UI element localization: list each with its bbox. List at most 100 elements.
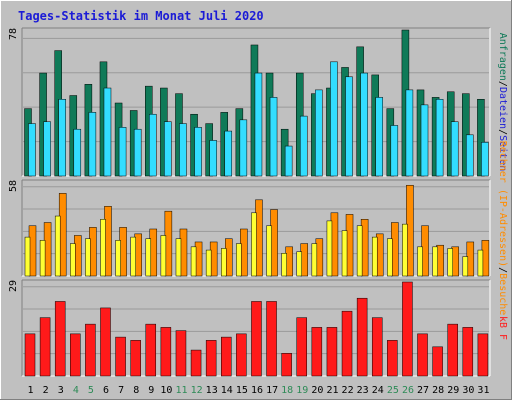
x-tick-label: 2 xyxy=(43,385,49,396)
bar-kbf xyxy=(402,281,413,377)
bar-dateien xyxy=(420,104,429,177)
bar-dateien xyxy=(88,112,97,177)
bar-dateien xyxy=(164,121,172,177)
bar-dateien xyxy=(239,119,248,177)
panel-1: 78 Anfragen/Dateien/Seiten xyxy=(8,27,508,177)
bar-besuche xyxy=(462,256,469,277)
bar-dateien xyxy=(330,61,338,177)
bar-dateien xyxy=(224,130,233,177)
x-tick-label: 5 xyxy=(88,385,94,396)
bar-besuche xyxy=(100,219,106,277)
chart-title: Tages-Statistik im Monat Juli 2020 xyxy=(18,9,264,23)
bar-besuche xyxy=(417,246,423,277)
x-tick-label: 20 xyxy=(311,385,323,396)
bar-dateien xyxy=(133,128,142,177)
panel-2-ymax-label: 58 xyxy=(8,180,19,192)
legend-label-part: Rechner (IP-Adressen) xyxy=(497,141,508,267)
legend-label-part: / xyxy=(497,129,508,135)
bar-kbf xyxy=(115,336,126,377)
bar-kbf xyxy=(145,323,157,377)
bar-kbf xyxy=(341,310,353,377)
bar-besuche xyxy=(371,236,378,277)
bar-dateien xyxy=(28,123,36,177)
bar-besuche xyxy=(447,248,453,277)
x-tick-label: 22 xyxy=(342,385,354,396)
x-tick-label: 26 xyxy=(402,385,414,396)
x-tick-label: 6 xyxy=(103,385,109,396)
bar-kbf xyxy=(281,353,292,377)
x-tick-label: 9 xyxy=(148,385,154,396)
bar-dateien xyxy=(345,76,353,177)
x-tick-label: 8 xyxy=(133,385,139,396)
bar-dateien xyxy=(179,123,187,177)
bar-kbf xyxy=(54,301,66,377)
bar-dateien xyxy=(284,145,293,177)
bar-kbf xyxy=(130,340,141,377)
bar-dateien xyxy=(405,89,414,177)
x-tick-label: 3 xyxy=(58,385,64,396)
x-tick-label: 1 xyxy=(28,385,34,396)
x-tick-label: 4 xyxy=(73,385,79,396)
bar-dateien xyxy=(450,121,459,177)
bar-kbf xyxy=(432,346,443,377)
x-tick-label: 19 xyxy=(296,385,308,396)
bar-dateien xyxy=(209,140,217,177)
legend-label-part: / xyxy=(497,81,508,87)
panel-1-ymax-label: 78 xyxy=(8,28,19,40)
x-tick-label: 18 xyxy=(281,385,293,396)
bar-besuche xyxy=(39,240,46,277)
bar-kbf xyxy=(175,330,187,377)
bar-besuche xyxy=(160,235,167,277)
bar-kbf xyxy=(85,323,96,377)
bar-besuche xyxy=(402,223,408,277)
bar-besuche xyxy=(54,215,61,277)
bar-dateien xyxy=(58,99,66,177)
bar-kbf xyxy=(477,333,489,377)
x-tick-label: 29 xyxy=(447,385,459,396)
bar-besuche xyxy=(387,238,393,277)
bar-kbf xyxy=(462,327,474,377)
x-tick-label: 25 xyxy=(387,385,399,396)
bar-besuche xyxy=(175,238,182,277)
x-tick-label: 27 xyxy=(417,385,429,396)
x-tick-label: 15 xyxy=(236,385,248,396)
x-tick-label: 11 xyxy=(175,385,187,396)
x-tick-label: 30 xyxy=(462,385,474,396)
bar-besuche xyxy=(356,225,363,277)
bar-kbf xyxy=(205,340,217,377)
bar-dateien xyxy=(466,134,474,177)
legend-label-part: Seiten xyxy=(497,135,508,171)
chart-panels: 78 Anfragen/Dateien/Seiten 58 Rechner (IP-A… xyxy=(8,27,508,377)
x-axis-day-labels: 1 2 3 4 5 6 7 8 9 10 11 12 13 14 15 16 17 18 19 20 21 22 23 24 2… xyxy=(28,385,490,396)
bar-dateien xyxy=(269,97,278,177)
legend-label-part: kB F xyxy=(497,316,508,340)
x-tick-label: 17 xyxy=(266,385,278,396)
bar-kbf xyxy=(39,317,51,377)
x-tick-label: 14 xyxy=(221,385,233,396)
bar-besuche xyxy=(24,236,31,277)
bar-dateien xyxy=(299,115,308,177)
panel-3: 29 kB F xyxy=(8,279,508,377)
bar-kbf xyxy=(296,317,307,377)
bar-kbf xyxy=(417,333,428,377)
x-tick-label: 23 xyxy=(357,385,369,396)
x-tick-label: 16 xyxy=(251,385,263,396)
x-tick-label: 13 xyxy=(206,385,218,396)
bar-kbf xyxy=(356,297,368,377)
bar-besuche xyxy=(326,220,333,277)
bar-dateien xyxy=(435,99,444,177)
bar-besuche xyxy=(251,212,257,277)
bar-besuche xyxy=(85,238,91,277)
bar-kbf xyxy=(311,327,323,377)
bar-dateien xyxy=(390,125,399,177)
bar-besuche xyxy=(70,243,76,277)
panel-2-legend-label: Rechner (IP-Adressen)/Besuche xyxy=(497,141,508,316)
bar-kbf xyxy=(447,323,458,377)
bar-kbf xyxy=(387,340,398,377)
bar-dateien xyxy=(149,113,157,177)
panel-3-ymax-label: 29 xyxy=(8,280,19,292)
bar-kbf xyxy=(251,301,262,377)
bar-dateien xyxy=(73,128,82,177)
bar-dateien xyxy=(43,121,51,177)
legend-label-part: Besuche xyxy=(497,273,508,315)
